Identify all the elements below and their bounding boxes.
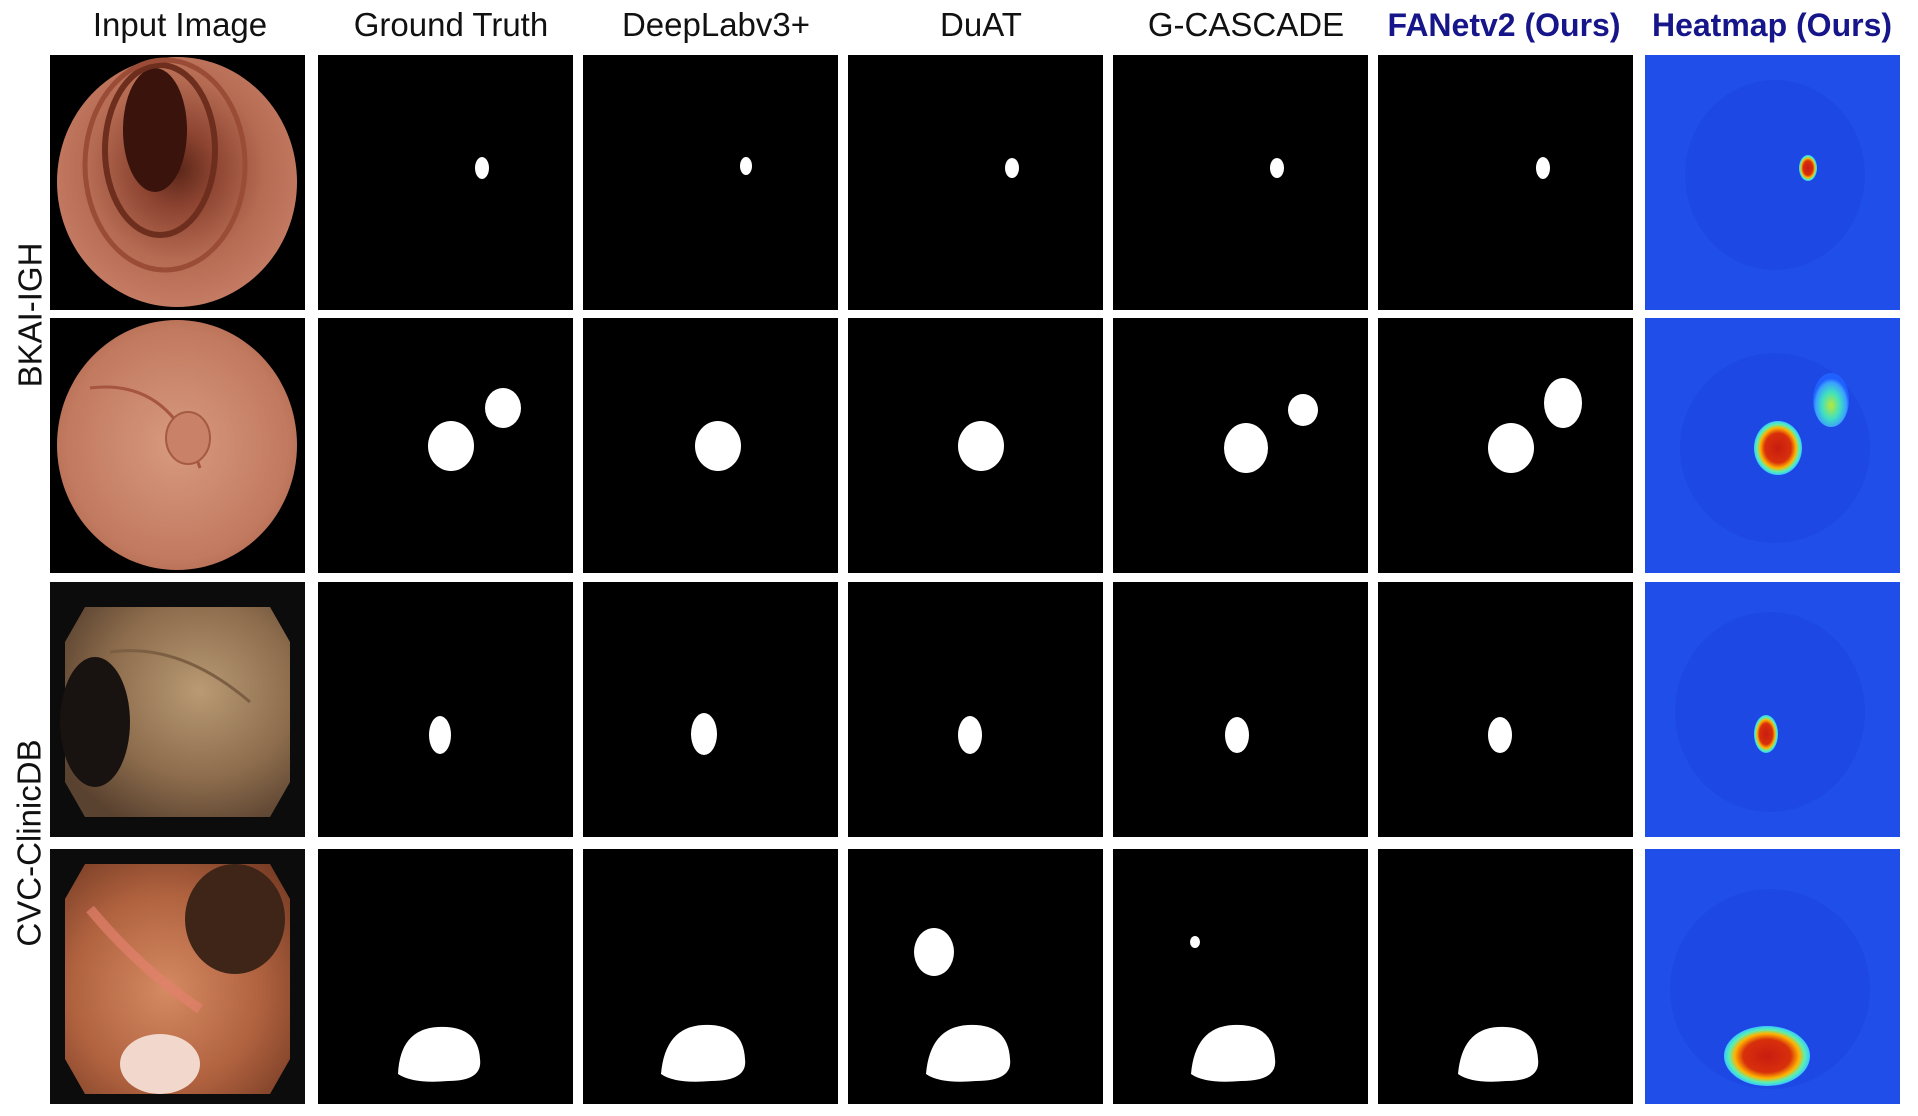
heatmap-row4 [1645, 849, 1900, 1104]
mask-fanetv2-row4 [1378, 849, 1633, 1104]
row-label-cvc-clinicdb-text: CVC-ClinicDB [11, 738, 48, 947]
column-header-input-image: Input Image [92, 6, 268, 43]
mask-duat-row4 [848, 849, 1103, 1104]
input-image-row4 [50, 849, 305, 1104]
mask-g-cascade-row3 [1113, 582, 1368, 837]
mask-duat-row3 [848, 582, 1103, 837]
column-header-ground-truth: Ground Truth [353, 6, 549, 43]
mask-deeplabv3-row4 [583, 849, 838, 1104]
heatmap-row1 [1645, 55, 1900, 310]
mask-fanetv2-row1 [1378, 55, 1633, 310]
mask-ground-truth-row1 [318, 55, 573, 310]
mask-fanetv2-row2 [1378, 318, 1633, 573]
mask-deeplabv3-row3 [583, 582, 838, 837]
mask-fanetv2-row3 [1378, 582, 1633, 837]
mask-duat-row2 [848, 318, 1103, 573]
input-image-row1 [50, 55, 305, 310]
heatmap-row2 [1645, 318, 1900, 573]
mask-deeplabv3-row2 [583, 318, 838, 573]
heatmap-row3 [1645, 582, 1900, 837]
mask-g-cascade-row2 [1113, 318, 1368, 573]
mask-g-cascade-row4 [1113, 849, 1368, 1104]
mask-duat-row1 [848, 55, 1103, 310]
column-header-g-cascade: G-CASCADE [1147, 6, 1345, 43]
mask-g-cascade-row1 [1113, 55, 1368, 310]
input-image-row3 [50, 582, 305, 837]
row-label-bkai-igh-text: BKAI-IGH [11, 242, 49, 388]
mask-ground-truth-row3 [318, 582, 573, 837]
column-header-heatmap: Heatmap (Ours) [1651, 6, 1893, 43]
mask-deeplabv3-row1 [583, 55, 838, 310]
column-header-deeplabv3: DeepLabv3+ [621, 6, 811, 43]
column-header-duat: DuAT [940, 6, 1022, 43]
column-header-fanetv2: FANetv2 (Ours) [1387, 6, 1621, 43]
mask-ground-truth-row2 [318, 318, 573, 573]
mask-ground-truth-row4 [318, 849, 573, 1104]
input-image-row2 [50, 318, 305, 573]
